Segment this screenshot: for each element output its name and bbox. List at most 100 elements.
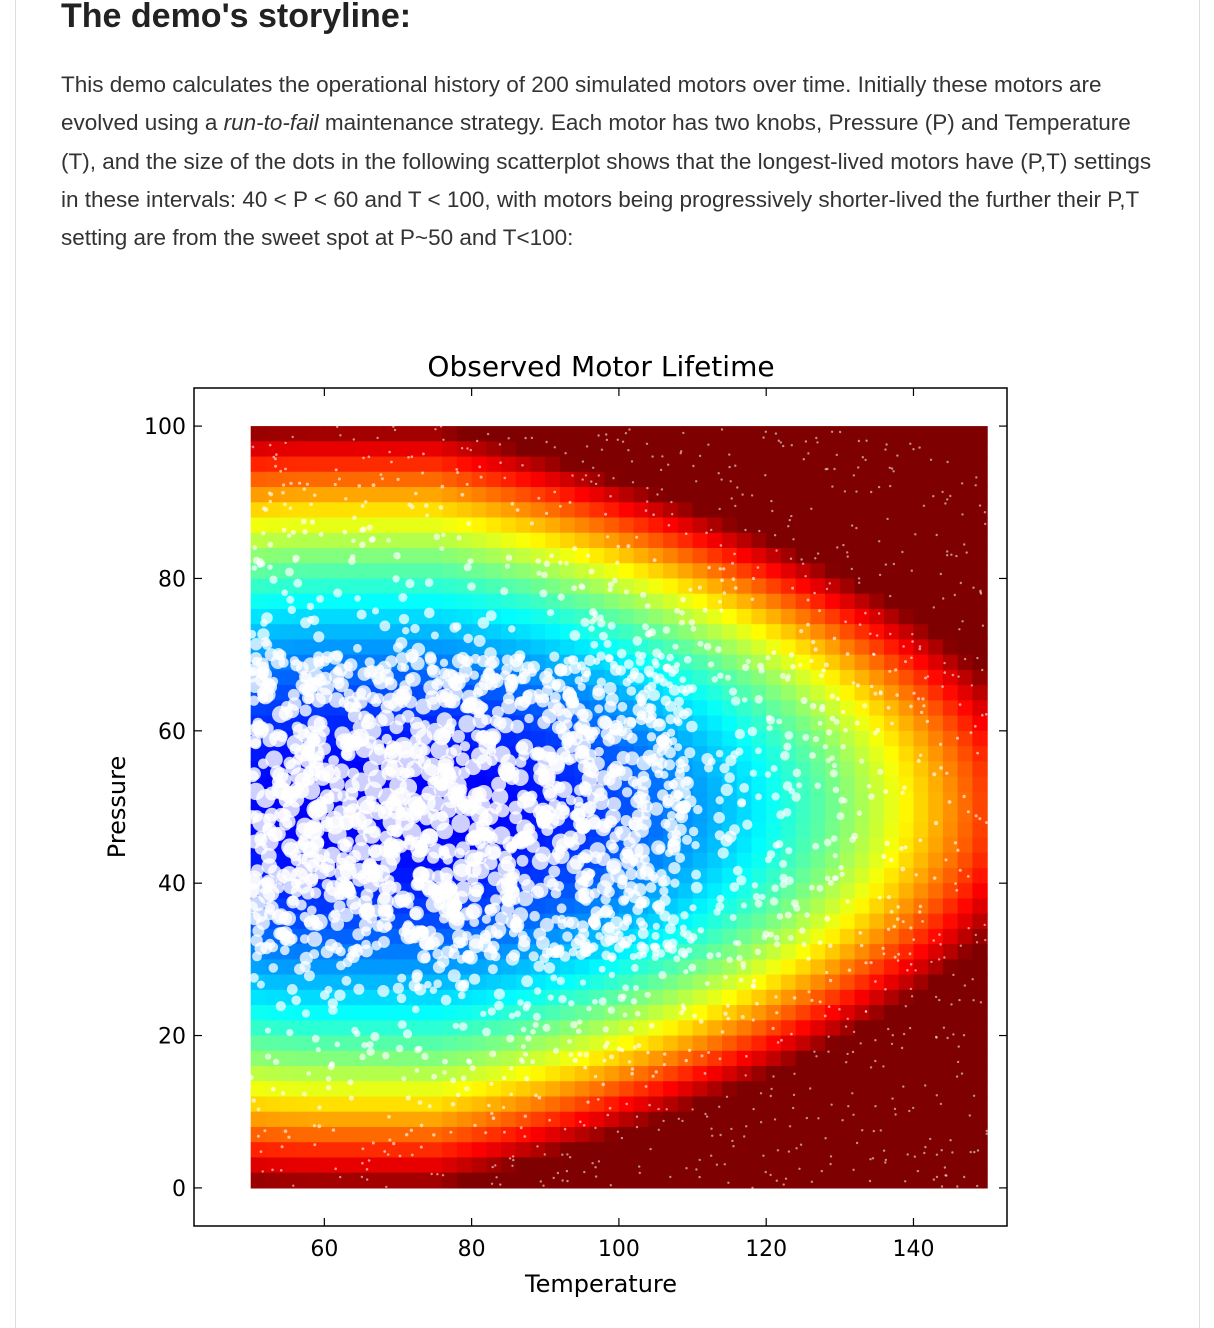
heatmap-cell (957, 1081, 973, 1098)
heatmap-cell (618, 456, 635, 473)
scatter-point (635, 1125, 639, 1129)
heatmap-cell (471, 1126, 487, 1143)
scatter-point (402, 1029, 413, 1039)
heatmap-cell (309, 639, 325, 656)
heatmap-cell (751, 547, 767, 564)
heatmap-cell (707, 441, 723, 458)
scatter-point (790, 514, 793, 518)
heatmap-cell (294, 1157, 311, 1174)
scatter-point (960, 482, 964, 485)
heatmap-cell (942, 928, 959, 945)
heatmap-cell (884, 913, 900, 930)
scatter-point (751, 576, 756, 581)
scatter-point (975, 941, 979, 944)
scatter-point (348, 849, 362, 863)
heatmap-cell (574, 1081, 591, 1098)
heatmap-cell (353, 654, 370, 671)
heatmap-cell (663, 959, 679, 976)
heatmap-cell (501, 532, 517, 549)
scatter-point (825, 587, 829, 591)
heatmap-cell (751, 578, 767, 595)
heatmap-cell (928, 1020, 944, 1037)
heatmap-cell (736, 715, 753, 732)
heatmap-cell (692, 563, 708, 580)
heatmap-cell (898, 1142, 915, 1159)
heatmap-cell (780, 989, 797, 1006)
scatter-point (630, 667, 640, 677)
scatter-point (279, 469, 283, 473)
heatmap-cell (780, 1157, 797, 1174)
scatter-point (616, 438, 619, 441)
scatter-point (697, 585, 702, 590)
scatter-point (814, 782, 821, 789)
scatter-point (516, 819, 533, 837)
scatter-point (264, 1027, 272, 1034)
scatter-point (558, 995, 567, 1004)
scatter-point (564, 452, 567, 455)
scatter-point (701, 753, 714, 765)
heatmap-cell (810, 1111, 826, 1128)
scatter-point (607, 586, 613, 593)
heatmap-cell (589, 1081, 605, 1098)
heatmap-cell (486, 426, 502, 442)
scatter-point (450, 766, 462, 778)
scatter-point (463, 633, 473, 644)
scatter-point (596, 880, 612, 896)
scatter-point (852, 1168, 855, 1172)
scatter-point (287, 605, 296, 615)
scatter-point (584, 654, 596, 667)
scatter-point (751, 882, 759, 889)
heatmap-cell (869, 989, 885, 1006)
heatmap-cell (589, 1035, 605, 1052)
scatter-point (380, 856, 398, 873)
heatmap-cell (412, 1111, 429, 1128)
scatter-point (571, 474, 574, 477)
scatter-point (503, 1130, 506, 1134)
scatter-point (343, 695, 360, 713)
heatmap-cell (839, 1020, 856, 1037)
heatmap-cell (486, 1172, 502, 1189)
heatmap-cell (810, 441, 826, 458)
scatter-point (659, 886, 669, 896)
heatmap-cell (751, 867, 767, 884)
heatmap-cell (560, 1096, 576, 1113)
heatmap-cell (722, 1157, 738, 1174)
scatter-point (884, 563, 888, 566)
heatmap-cell (854, 776, 870, 793)
scatter-point (603, 682, 617, 695)
heatmap-cell (442, 1096, 458, 1113)
heatmap-cell (280, 1066, 296, 1082)
scatter-point (463, 563, 472, 572)
scatter-point (683, 969, 689, 975)
scatter-point (409, 906, 424, 921)
scatter-point (596, 651, 606, 661)
heatmap-cell (501, 730, 517, 747)
heatmap-cell (309, 441, 325, 458)
heatmap-cell (928, 1172, 944, 1189)
scatter-point (395, 806, 407, 818)
heatmap-cell (648, 959, 664, 976)
heatmap-cell (648, 487, 664, 503)
scatter-point (583, 1065, 588, 1070)
heatmap-cell (692, 487, 708, 503)
heatmap-cell (942, 1020, 959, 1037)
heatmap-cell (663, 1096, 679, 1113)
scatter-point (654, 1070, 658, 1074)
heatmap-cell (795, 959, 811, 976)
scatter-point (877, 612, 881, 615)
heatmap-cell (766, 944, 782, 960)
heatmap-cell (397, 944, 414, 960)
heatmap-cell (898, 944, 915, 960)
heatmap-cell (442, 593, 458, 610)
scatter-point (629, 953, 637, 961)
heatmap-cell (545, 1050, 561, 1067)
scatter-point (764, 474, 767, 477)
heatmap-cell (383, 593, 399, 610)
heatmap-cell (501, 471, 517, 488)
scatter-point (864, 458, 867, 462)
heatmap-cell (501, 456, 517, 473)
scatter-point (910, 569, 913, 572)
scatter-point (751, 1018, 755, 1022)
scatter-point (851, 832, 859, 840)
heatmap-cell (663, 426, 679, 442)
